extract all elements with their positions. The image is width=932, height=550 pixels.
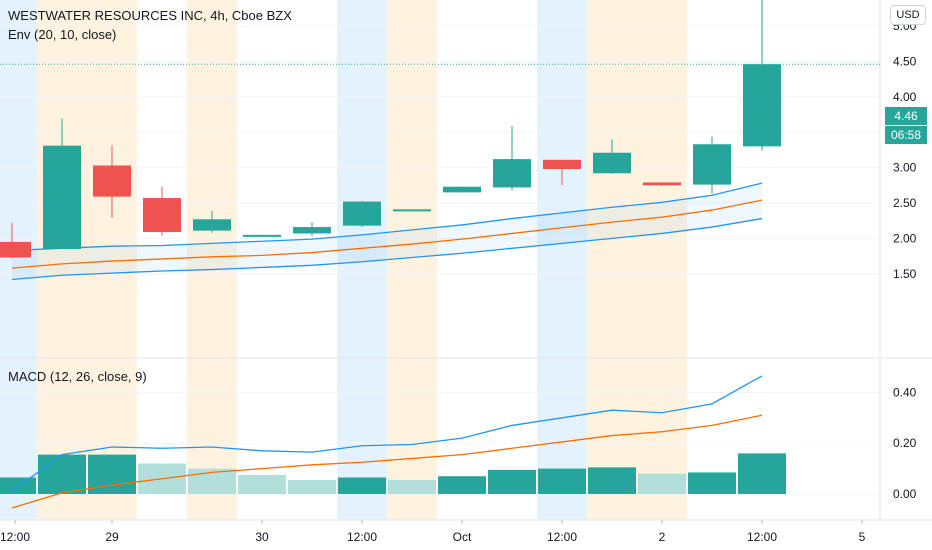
macd-histogram-bar[interactable] (388, 480, 436, 494)
session-band (587, 0, 637, 520)
session-band (637, 0, 687, 520)
macd-histogram-bar[interactable] (338, 477, 386, 494)
currency-button[interactable]: USD (890, 5, 926, 25)
envelope-lower-line (11, 217, 763, 281)
macd-histogram-bar[interactable] (638, 473, 686, 494)
price-tick-label: 2.50 (893, 196, 917, 210)
macd-histogram-bar[interactable] (488, 469, 536, 494)
candle-body[interactable] (93, 165, 131, 197)
last-price-badge: 4.46 (885, 107, 927, 125)
candle-body[interactable] (43, 145, 81, 250)
macd-signal-line (11, 414, 763, 509)
macd-tick-label: 0.40 (893, 385, 917, 399)
session-band (0, 0, 37, 520)
macd-histogram-bar[interactable] (688, 472, 736, 494)
time-tick-label: 2 (659, 530, 666, 544)
macd-histogram-bar[interactable] (288, 480, 336, 494)
time-tick-label: 12:00 (747, 530, 777, 544)
bar-countdown-badge: 06:58 (885, 126, 927, 144)
price-tick-label: 3.00 (893, 161, 917, 175)
candle-body[interactable] (743, 64, 781, 147)
candle-body[interactable] (243, 234, 281, 237)
candle-body[interactable] (593, 152, 631, 174)
macd-line (11, 375, 763, 492)
envelope-basis-line (11, 199, 763, 269)
macd-histogram-bar[interactable] (538, 468, 586, 494)
time-tick-label: 5 (859, 530, 866, 544)
macd-tick-label: 0.20 (893, 436, 917, 450)
symbol-title[interactable]: WESTWATER RESOURCES INC, 4h, Cboe BZX (8, 8, 292, 23)
candle-body[interactable] (543, 159, 581, 170)
time-tick-label: Oct (453, 530, 472, 544)
macd-histogram-bar[interactable] (588, 467, 636, 494)
session-band (37, 0, 87, 520)
candle-body[interactable] (493, 159, 531, 188)
envelope-upper-line (11, 182, 763, 252)
envelope-band-fill (12, 183, 762, 280)
macd-tick-label: 0.00 (893, 487, 917, 501)
macd-histogram-bar[interactable] (238, 474, 286, 494)
time-tick-label: 29 (105, 530, 119, 544)
candle-body[interactable] (643, 182, 681, 186)
macd-histogram-bar[interactable] (0, 477, 36, 494)
candle-body[interactable] (193, 219, 231, 231)
macd-histogram-bar[interactable] (738, 453, 786, 494)
candle-body[interactable] (443, 186, 481, 193)
time-tick-label: 12:00 (0, 530, 30, 544)
price-tick-label: 2.00 (893, 231, 917, 245)
macd-indicator-label[interactable]: MACD (12, 26, close, 9) (8, 369, 147, 384)
session-band (537, 0, 587, 520)
macd-histogram-bar[interactable] (38, 454, 86, 494)
macd-histogram-bar[interactable] (438, 476, 486, 494)
time-tick-label: 12:00 (347, 530, 377, 544)
price-tick-label: 1.50 (893, 267, 917, 281)
session-band (187, 0, 237, 520)
price-tick-label: 4.00 (893, 90, 917, 104)
candle-body[interactable] (293, 227, 331, 234)
candle-body[interactable] (143, 198, 181, 233)
candle-body[interactable] (693, 144, 731, 185)
time-tick-label: 12:00 (547, 530, 577, 544)
envelope-indicator-label[interactable]: Env (20, 10, close) (8, 27, 117, 42)
price-tick-label: 4.50 (893, 54, 917, 68)
candle-body[interactable] (343, 201, 381, 226)
session-band (387, 0, 437, 520)
candle-body[interactable] (0, 241, 31, 258)
time-tick-label: 30 (255, 530, 269, 544)
candle-body[interactable] (393, 209, 431, 212)
